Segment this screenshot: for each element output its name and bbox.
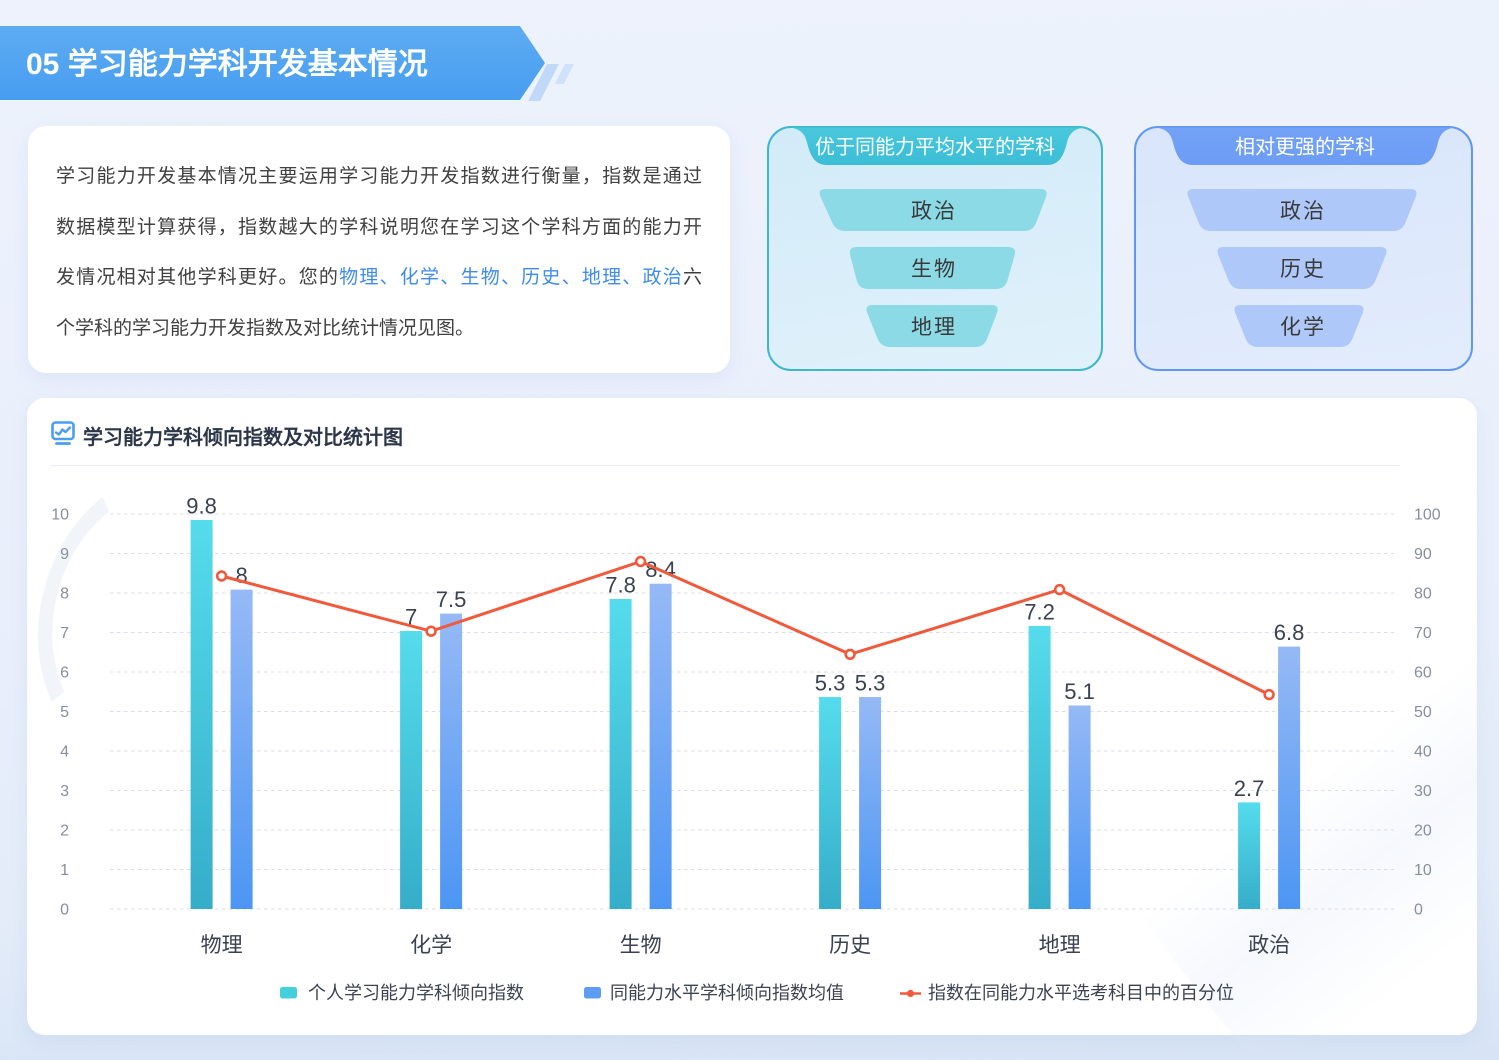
svg-text:70: 70 (1414, 625, 1432, 642)
svg-text:同能力水平学科倾向指数均值: 同能力水平学科倾向指数均值 (610, 983, 844, 1003)
svg-text:1: 1 (60, 862, 69, 879)
svg-text:政治: 政治 (1280, 200, 1326, 223)
svg-text:优于同能力平均水平的学科: 优于同能力平均水平的学科 (815, 136, 1055, 159)
svg-text:8: 8 (235, 563, 247, 588)
svg-text:政治: 政治 (911, 200, 957, 223)
svg-text:5.1: 5.1 (1064, 679, 1095, 704)
svg-text:生物: 生物 (620, 934, 662, 957)
svg-text:历史: 历史 (1280, 258, 1326, 281)
svg-text:50: 50 (1414, 704, 1432, 721)
svg-text:0: 0 (1414, 902, 1423, 919)
svg-text:0: 0 (60, 902, 69, 919)
svg-text:40: 40 (1414, 744, 1432, 761)
svg-text:政治: 政治 (1248, 934, 1290, 957)
svg-text:5.3: 5.3 (855, 671, 886, 696)
svg-text:20: 20 (1414, 823, 1432, 840)
svg-text:7: 7 (405, 605, 417, 630)
svg-text:7.2: 7.2 (1024, 600, 1055, 625)
svg-text:90: 90 (1414, 546, 1432, 563)
svg-text:地理: 地理 (1039, 934, 1081, 957)
svg-text:8: 8 (60, 586, 69, 603)
svg-text:7.8: 7.8 (605, 573, 636, 598)
svg-text:2: 2 (60, 823, 69, 840)
svg-text:化学: 化学 (1280, 316, 1326, 339)
svg-text:80: 80 (1414, 586, 1432, 603)
svg-text:9.8: 9.8 (186, 494, 217, 519)
svg-text:30: 30 (1414, 783, 1432, 800)
svg-text:相对更强的学科: 相对更强的学科 (1235, 136, 1375, 159)
svg-text:6.8: 6.8 (1274, 620, 1305, 645)
svg-text:6: 6 (60, 665, 69, 682)
svg-text:3: 3 (60, 783, 69, 800)
svg-text:生物: 生物 (911, 258, 957, 281)
svg-text:物理: 物理 (201, 934, 243, 957)
svg-text:2.7: 2.7 (1234, 776, 1265, 801)
svg-text:7.5: 7.5 (436, 587, 467, 612)
svg-text:10: 10 (1414, 862, 1432, 879)
svg-text:10: 10 (51, 507, 69, 524)
svg-text:个人学习能力学科倾向指数: 个人学习能力学科倾向指数 (308, 983, 524, 1003)
svg-text:100: 100 (1414, 507, 1441, 524)
svg-text:60: 60 (1414, 665, 1432, 682)
svg-text:历史: 历史 (829, 934, 871, 957)
svg-text:化学: 化学 (410, 934, 452, 957)
svg-text:7: 7 (60, 625, 69, 642)
svg-text:9: 9 (60, 546, 69, 563)
svg-text:5: 5 (60, 704, 69, 721)
svg-text:4: 4 (60, 744, 69, 761)
svg-text:地理: 地理 (911, 316, 957, 339)
svg-text:5.3: 5.3 (815, 671, 846, 696)
svg-text:指数在同能力水平选考科目中的百分位: 指数在同能力水平选考科目中的百分位 (928, 983, 1234, 1003)
